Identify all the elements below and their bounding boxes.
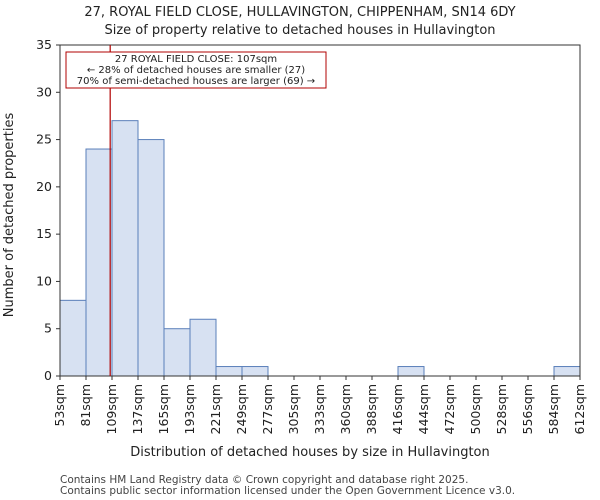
bar-249sqm [241,366,269,377]
annotation-line-3: 70% of semi-detached houses are larger (… [77,76,315,87]
footer-line-1: Contains HM Land Registry data © Crown c… [60,474,468,486]
bar-109sqm [111,120,139,377]
x-tick-label: 444sqm [416,384,431,434]
y-axis-label: Number of detached properties [2,113,17,318]
x-tick-label: 500sqm [468,384,483,434]
x-tick-label: 528sqm [494,384,509,434]
bar-416sqm [397,366,425,377]
annotation-box [65,51,327,89]
chart-subtitle: Size of property relative to detached ho… [104,23,495,38]
bar-584sqm [553,366,581,377]
annotation-line-1: 27 ROYAL FIELD CLOSE: 107sqm [115,54,277,65]
bar-221sqm [215,366,243,377]
y-tick-label: 35 [36,37,52,52]
bar-53sqm [59,299,87,377]
x-ticks-group: 53sqm 81sqm 109sqm 137sqm 165sqm 193sqm 221sqm… [52,376,587,434]
footer-line-2: Contains public sector information licen… [60,485,515,497]
plot-frame [59,44,581,377]
y-tick-label: 30 [36,84,52,99]
y-tick-label: 10 [36,273,52,288]
marker-annotation: 27 ROYAL FIELD CLOSE: 107sqm ← 28% of de… [65,51,327,89]
x-axis-label: Distribution of detached houses by size … [130,445,490,460]
x-tick-label: 53sqm [52,384,67,427]
bar-137sqm [137,139,165,377]
x-tick-label: 137sqm [130,384,145,434]
x-tick-label: 277sqm [260,384,275,434]
bar-165sqm [163,328,191,377]
y-tick-label: 25 [36,132,52,147]
x-tick-label: 249sqm [234,384,249,434]
x-tick-label: 472sqm [442,384,457,434]
x-tick-label: 193sqm [182,384,197,434]
x-tick-label: 612sqm [572,384,587,434]
bar-81sqm [85,148,113,377]
y-ticks-group: 0 5 10 15 20 25 30 35 [36,37,60,383]
x-tick-label: 416sqm [390,384,405,434]
bars-group [59,120,581,377]
x-tick-label: 221sqm [208,384,223,434]
x-tick-label: 556sqm [520,384,535,434]
y-tick-label: 0 [44,368,52,383]
x-tick-label: 305sqm [286,384,301,434]
x-tick-label: 81sqm [78,384,93,427]
y-tick-label: 5 [44,321,52,336]
annotation-line-2: ← 28% of detached houses are smaller (27… [87,65,305,76]
x-tick-label: 584sqm [546,384,561,434]
x-tick-label: 165sqm [156,384,171,434]
y-tick-label: 15 [36,226,52,241]
x-tick-label: 109sqm [104,384,119,434]
x-tick-label: 388sqm [364,384,379,434]
y-tick-label: 20 [36,179,52,194]
x-tick-label: 333sqm [312,384,327,434]
bar-193sqm [189,318,217,377]
x-tick-label: 360sqm [338,384,353,434]
chart-title: 27, ROYAL FIELD CLOSE, HULLAVINGTON, CHI… [84,5,515,20]
